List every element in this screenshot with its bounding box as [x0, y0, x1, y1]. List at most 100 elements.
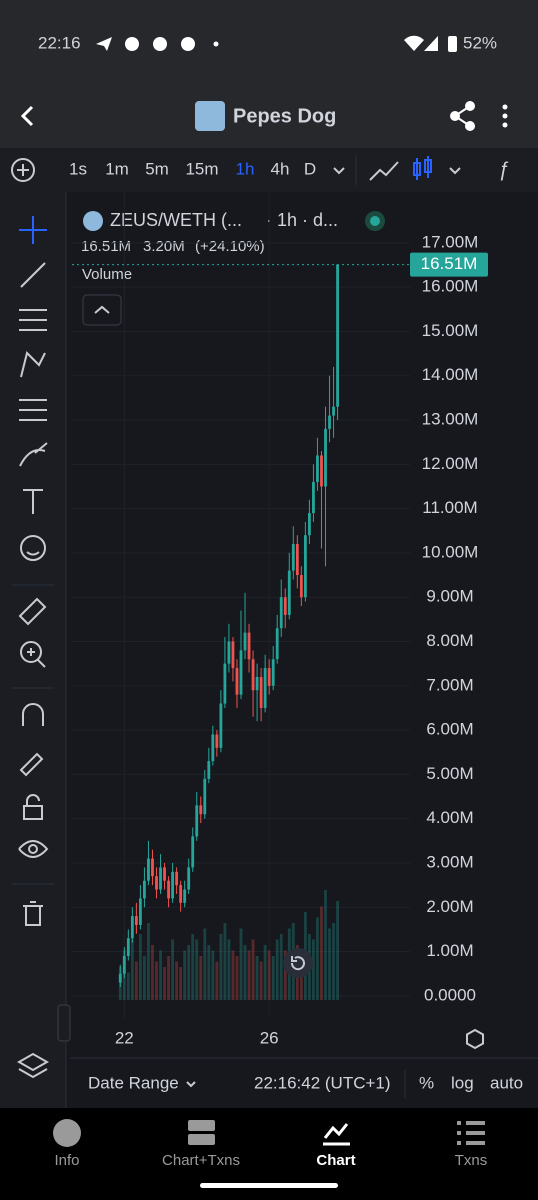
volume-bar [126, 972, 130, 1000]
symbol-name: ZEUS/WETH (... [110, 210, 242, 230]
prediction-tool[interactable] [19, 399, 47, 421]
signal-icon [424, 36, 438, 51]
nav-label[interactable]: Info [54, 1152, 79, 1169]
volume-bar [275, 939, 279, 1000]
lock-drawing-tool[interactable] [19, 752, 44, 777]
emoji-tool[interactable] [20, 535, 46, 561]
volume-bar [263, 945, 267, 1000]
reset-chart-button[interactable] [283, 948, 313, 978]
interval-button[interactable]: 1h [236, 159, 255, 178]
volume-bar [332, 923, 335, 1000]
candle-body [199, 805, 203, 815]
collapse-legend-button[interactable] [82, 294, 122, 326]
candle-style-button[interactable] [413, 156, 432, 180]
text-tool[interactable] [23, 489, 43, 514]
formula-button[interactable]: ƒ [498, 158, 509, 180]
interval-button[interactable]: 4h [271, 159, 290, 178]
volume-bar [175, 961, 179, 1000]
trendline-tool[interactable] [20, 262, 46, 288]
reset-icon [290, 956, 305, 971]
magnet-tool[interactable] [22, 703, 44, 726]
volume-bar [231, 950, 235, 1000]
candle-body [211, 734, 215, 762]
candle-body [328, 415, 331, 429]
ruler-tool[interactable] [18, 597, 47, 626]
date-range-button[interactable]: Date Range [88, 1073, 179, 1092]
log-toggle[interactable]: log [451, 1073, 474, 1092]
info-icon[interactable] [53, 1119, 81, 1147]
volume-bar [195, 939, 199, 1000]
back-button[interactable] [20, 105, 34, 127]
x-tick-label: 22 [115, 1028, 134, 1047]
sidebar-toggle[interactable] [57, 1004, 71, 1042]
nav-label[interactable]: Txns [455, 1152, 488, 1169]
volume-bar [219, 934, 223, 1000]
y-tick-label: 0.0000 [424, 985, 476, 1004]
more-button[interactable] [502, 104, 508, 128]
interval-button[interactable]: 15m [185, 159, 218, 178]
candle-body [191, 836, 195, 868]
settings-button[interactable] [466, 1028, 484, 1050]
volume-bar [328, 928, 331, 1000]
share-button[interactable] [450, 101, 475, 131]
telegram-icon [96, 37, 112, 51]
chart-txns-icon[interactable] [188, 1120, 215, 1131]
candle-body [320, 455, 323, 487]
candle-body [151, 858, 154, 877]
auto-toggle[interactable]: auto [490, 1073, 523, 1092]
candle-body [299, 575, 303, 598]
volume-bar [312, 939, 315, 1000]
volume-bar [243, 945, 247, 1000]
visibility-tool[interactable] [18, 840, 49, 858]
candle-body [219, 703, 223, 748]
interval-button[interactable]: D [304, 159, 316, 178]
line-style-button[interactable] [369, 161, 399, 181]
current-price-tag [410, 252, 488, 277]
volume-bar [187, 945, 191, 1000]
interval-button[interactable]: 1s [69, 159, 87, 178]
clock-text: 22:16:42 (UTC+1) [254, 1073, 391, 1092]
interval-button[interactable]: 5m [145, 159, 169, 178]
candle-body [163, 867, 166, 881]
status-time: 22:16 [38, 33, 81, 52]
txns-icon[interactable] [457, 1121, 485, 1145]
fib-tool[interactable] [19, 309, 47, 331]
candle-body [179, 885, 183, 903]
interval-dropdown[interactable] [333, 167, 345, 175]
sidebar-tools [16, 216, 50, 1079]
delete-tool[interactable] [23, 901, 43, 926]
nav-label[interactable]: Chart [316, 1152, 355, 1169]
y-tick-label: 4.00M [426, 808, 473, 827]
y-tick-label: 14.00M [422, 365, 479, 384]
candle-body [235, 668, 239, 695]
interval-button[interactable]: 1m [105, 159, 129, 178]
chart-nav-icon[interactable] [323, 1123, 350, 1146]
style-dropdown[interactable] [449, 167, 461, 175]
percent-toggle[interactable]: % [419, 1073, 434, 1092]
y-tick-label: 17.00M [422, 232, 479, 251]
candle-body [231, 641, 235, 669]
candle-body [183, 889, 187, 903]
status-icons [96, 35, 457, 52]
unlock-tool[interactable] [23, 794, 43, 820]
brush-tool[interactable] [19, 442, 48, 467]
volume-bar [215, 961, 219, 1000]
y-tick-label: 16.00M [422, 277, 479, 296]
battery-icon [448, 36, 457, 52]
volume-bar [316, 917, 319, 1000]
add-indicator-button[interactable] [11, 158, 35, 182]
chart-txns-icon[interactable] [188, 1134, 215, 1145]
zoom-tool[interactable] [20, 641, 46, 668]
layers-button[interactable] [16, 1052, 50, 1079]
x-tick-label: 26 [260, 1028, 279, 1047]
volume-bar [155, 961, 158, 1000]
y-tick-label: 8.00M [426, 631, 473, 650]
wifi-icon [404, 35, 424, 51]
volume-bar [235, 956, 239, 1000]
change-value: 3.20M [143, 238, 185, 255]
candle-body [134, 916, 138, 925]
nav-label[interactable]: Chart+Txns [162, 1152, 240, 1169]
candle-body [223, 663, 227, 704]
pattern-tool[interactable] [20, 351, 46, 378]
crosshair-tool[interactable] [19, 216, 47, 244]
